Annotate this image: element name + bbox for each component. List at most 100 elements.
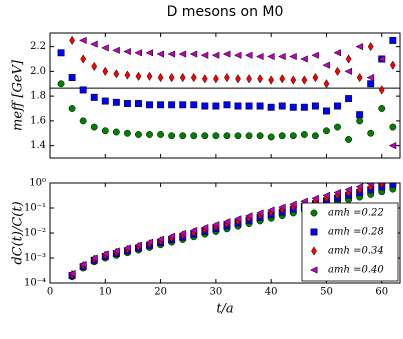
- marker: [378, 105, 386, 112]
- marker: [146, 101, 153, 109]
- series-group: [68, 183, 397, 281]
- x-tick-label: 50: [320, 287, 333, 298]
- marker: [80, 54, 87, 64]
- x-tick-label: 30: [210, 287, 223, 298]
- marker: [300, 131, 308, 138]
- marker: [311, 132, 319, 140]
- y-tick-label: 1.6: [30, 115, 46, 126]
- marker: [90, 40, 98, 48]
- axes-frame: [49, 32, 401, 159]
- x-axis-label: t/a: [216, 302, 233, 317]
- marker: [322, 61, 330, 69]
- marker: [190, 132, 198, 140]
- marker: [246, 74, 252, 84]
- marker: [278, 132, 286, 140]
- marker: [79, 36, 87, 45]
- marker: [57, 49, 65, 57]
- marker: [123, 47, 131, 56]
- y-tick-label: 10⁻³: [24, 253, 46, 264]
- y-tick-label: 10⁻¹: [24, 203, 46, 214]
- marker: [256, 52, 264, 61]
- marker: [333, 49, 341, 57]
- marker: [222, 218, 231, 226]
- marker: [201, 132, 209, 140]
- marker: [311, 51, 319, 59]
- marker: [289, 132, 297, 140]
- marker: [189, 50, 198, 58]
- marker: [279, 74, 286, 84]
- marker: [334, 123, 341, 131]
- x-tick-label: 40: [265, 287, 278, 298]
- marker: [323, 127, 330, 135]
- marker: [278, 203, 286, 211]
- marker: [323, 79, 330, 89]
- marker: [224, 72, 230, 83]
- marker: [233, 215, 242, 223]
- marker: [235, 74, 241, 84]
- marker: [309, 266, 318, 274]
- marker: [256, 132, 264, 140]
- marker: [212, 132, 220, 140]
- marker: [68, 105, 76, 112]
- marker: [222, 50, 231, 58]
- marker: [355, 183, 364, 191]
- marker: [179, 132, 187, 140]
- marker: [345, 54, 352, 64]
- marker: [245, 102, 253, 110]
- y-tick-label: 2.2: [30, 41, 46, 52]
- marker: [366, 73, 375, 82]
- marker: [101, 44, 109, 52]
- chart-title: D mesons on M0: [167, 4, 284, 20]
- marker: [367, 41, 374, 52]
- marker: [211, 51, 220, 59]
- marker: [290, 75, 297, 85]
- legend-label: amh =0.34: [328, 246, 384, 257]
- marker: [311, 246, 317, 256]
- marker: [146, 71, 153, 81]
- marker: [257, 74, 263, 84]
- marker: [79, 86, 87, 94]
- marker: [168, 101, 176, 109]
- marker: [79, 260, 87, 269]
- marker: [256, 102, 264, 110]
- marker: [178, 50, 187, 58]
- marker: [312, 72, 319, 83]
- marker: [345, 135, 353, 143]
- y-tick-label: 2.0: [30, 66, 46, 77]
- marker: [344, 185, 353, 194]
- marker: [378, 183, 385, 189]
- marker: [234, 102, 242, 110]
- marker: [212, 102, 220, 110]
- marker: [366, 183, 375, 188]
- marker: [69, 35, 75, 46]
- marker: [101, 127, 109, 135]
- marker: [310, 209, 318, 217]
- marker: [102, 66, 109, 77]
- marker: [168, 132, 176, 140]
- marker: [344, 67, 353, 75]
- marker: [334, 66, 341, 77]
- marker: [244, 212, 253, 220]
- x-tick-label: 0: [47, 287, 53, 298]
- marker: [167, 232, 176, 240]
- marker: [389, 36, 397, 44]
- marker: [112, 46, 120, 54]
- x-tick-label: 60: [375, 287, 388, 298]
- marker: [135, 71, 142, 81]
- marker: [389, 123, 397, 131]
- marker: [311, 102, 319, 110]
- marker: [367, 80, 375, 88]
- marker: [201, 102, 209, 110]
- marker: [223, 101, 231, 109]
- marker: [178, 229, 187, 238]
- marker: [268, 75, 275, 85]
- marker: [112, 98, 120, 106]
- legend-label: amh =0.40: [328, 265, 384, 276]
- marker: [300, 55, 308, 63]
- y-tick-label: 1.4: [30, 140, 46, 151]
- marker: [157, 131, 165, 138]
- marker: [233, 51, 242, 59]
- marker: [388, 142, 397, 150]
- marker: [378, 85, 385, 95]
